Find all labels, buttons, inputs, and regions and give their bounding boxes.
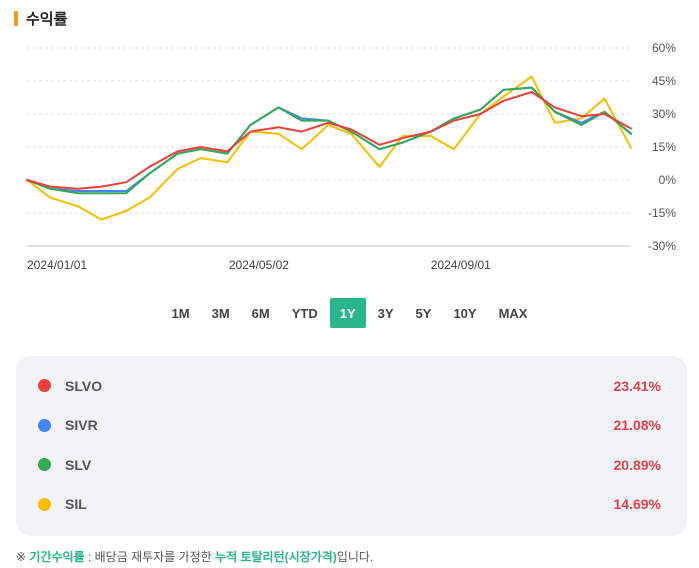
series-line-slv	[26, 86, 632, 195]
legend-row-slvo: SLVO 23.41%	[38, 366, 661, 406]
legend-name: SLV	[65, 456, 92, 473]
y-tick-label: 45%	[652, 74, 676, 88]
legend-dot-sil	[38, 497, 51, 511]
return-line-chart: 60% 45% 30% 15% 0% -15% -30% 2024/01/01 2024/05/…	[26, 41, 677, 272]
legend-dot-sivr	[38, 418, 51, 432]
section-title: 수익률	[26, 10, 68, 28]
y-tick-label: 0%	[659, 173, 677, 187]
footnote-tail: 입니다.	[336, 550, 374, 564]
legend-row-slv: SLV 20.89%	[38, 445, 661, 485]
footnote-emphasis: 누적 토탈리턴(시장가격)	[215, 550, 337, 564]
period-button-3y[interactable]: 3Y	[377, 305, 394, 321]
legend-value: 20.89%	[613, 456, 661, 473]
period-button-max[interactable]: MAX	[498, 305, 528, 321]
y-tick-label: 15%	[652, 140, 676, 154]
period-button-5y[interactable]: 5Y	[415, 305, 432, 321]
period-button-10y[interactable]: 10Y	[453, 305, 477, 321]
legend-value: 21.08%	[613, 417, 661, 434]
footnote-middle: : 배당금 재투자를 가정한	[87, 550, 212, 564]
y-tick-label: 30%	[652, 107, 676, 121]
footnote: ※ 기간수익률 : 배당금 재투자를 가정한 누적 토탈리턴(시장가격)입니다.	[16, 548, 373, 565]
series-line-slvo	[26, 91, 632, 190]
x-tick-label: 2024/05/02	[229, 258, 289, 272]
legend-row-sil: SIL 14.69%	[38, 485, 661, 525]
y-tick-label: -30%	[648, 239, 676, 253]
period-button-1m[interactable]: 1M	[171, 305, 190, 321]
legend-panel: SLVO 23.41% SIVR 21.08% SLV 20.89% SIL 14.69%	[16, 356, 687, 536]
section-header: 수익률	[14, 8, 67, 28]
legend-name: SIL	[65, 496, 87, 513]
legend-row-sivr: SIVR 21.08%	[38, 406, 661, 446]
y-tick-label: -15%	[648, 206, 676, 220]
period-selector: 1M 3M 6M YTD 1Y 3Y 5Y 10Y MAX	[0, 298, 699, 328]
legend-name: SLVO	[65, 377, 103, 394]
period-button-6m[interactable]: 6M	[251, 305, 270, 321]
period-button-3m[interactable]: 3M	[211, 305, 230, 321]
footnote-term: 기간수익률	[29, 550, 85, 564]
legend-dot-slv	[38, 458, 51, 472]
x-tick-label: 2024/01/01	[27, 258, 87, 272]
legend-dot-slvo	[38, 379, 51, 393]
legend-value: 23.41%	[613, 377, 661, 394]
legend-name: SIVR	[65, 417, 98, 434]
footnote-mark: ※	[16, 550, 27, 564]
period-button-1y[interactable]: 1Y	[329, 298, 366, 328]
x-tick-label: 2024/09/01	[431, 258, 491, 272]
header-accent-bar	[14, 10, 18, 26]
y-tick-label: 60%	[652, 41, 676, 55]
legend-value: 14.69%	[613, 496, 661, 513]
series-line-sivr	[26, 86, 632, 192]
period-button-ytd[interactable]: YTD	[291, 305, 318, 321]
series-line-sil	[26, 75, 632, 221]
